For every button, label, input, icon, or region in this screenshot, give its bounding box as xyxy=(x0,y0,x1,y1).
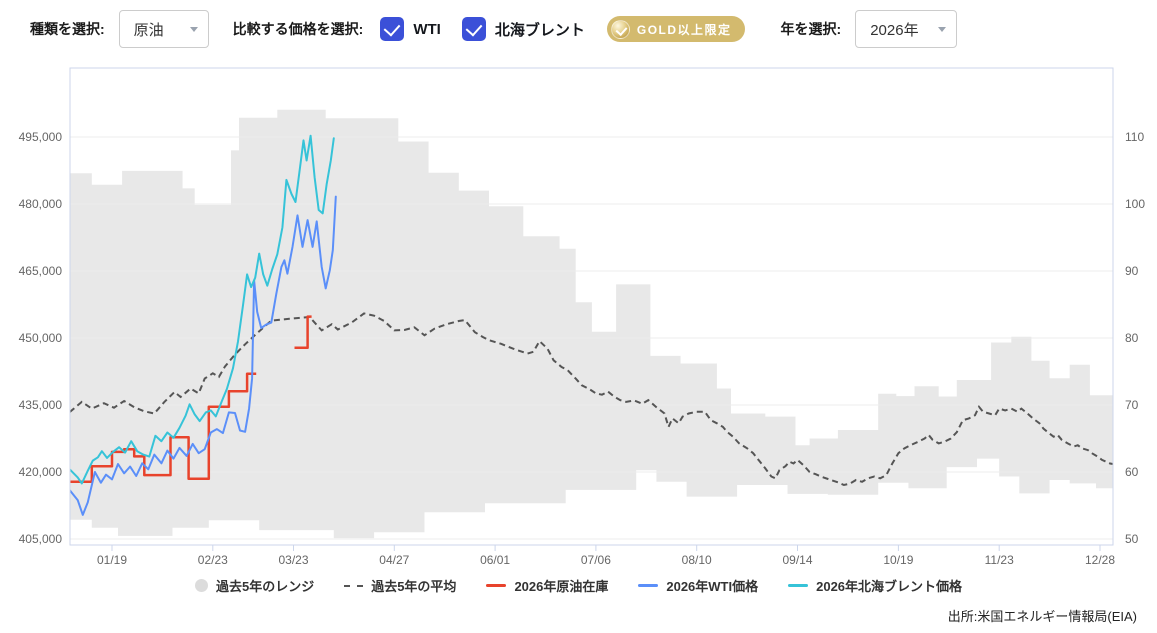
x-tick-label: 03/23 xyxy=(278,553,308,567)
x-tick-label: 10/19 xyxy=(883,553,913,567)
gold-coin-icon xyxy=(610,19,630,39)
year-select[interactable]: 2026年 xyxy=(855,10,958,48)
wti-checkbox[interactable]: WTI xyxy=(380,17,441,41)
y-right-tick-label: 90 xyxy=(1125,264,1139,278)
legend-item-wti[interactable]: 2026年WTI価格 xyxy=(638,576,758,595)
brent-2026-line xyxy=(70,134,335,485)
y-left-tick-label: 450,000 xyxy=(19,331,63,345)
y-left-tick-label: 480,000 xyxy=(19,197,63,211)
type-select[interactable]: 原油 xyxy=(118,10,209,48)
legend-item-range[interactable]: 過去5年のレンジ xyxy=(194,576,314,595)
blue-line-swatch-icon xyxy=(638,584,659,587)
y-left-tick-label: 435,000 xyxy=(19,398,63,412)
wti-checkbox-label: WTI xyxy=(413,20,441,38)
y-left-tick-label: 465,000 xyxy=(19,264,63,278)
brent-checkbox-label: 北海ブレント xyxy=(494,21,585,39)
brent-checkbox[interactable]: 北海ブレント xyxy=(461,17,585,41)
dashed-line-swatch-icon xyxy=(344,584,364,587)
wti-2026-line xyxy=(70,195,337,516)
y-right-tick-label: 70 xyxy=(1125,398,1139,412)
x-tick-label: 04/27 xyxy=(379,553,409,567)
chevron-down-icon xyxy=(938,26,947,32)
chevron-down-icon xyxy=(189,26,198,32)
legend-item-average[interactable]: 過去5年の平均 xyxy=(344,576,456,595)
y-right-tick-label: 110 xyxy=(1125,130,1144,144)
y-left-tick-label: 495,000 xyxy=(19,130,63,144)
gold-member-badge: GOLD以上限定 xyxy=(606,16,745,42)
plot-border xyxy=(69,67,1114,546)
x-tick-label: 09/14 xyxy=(782,553,812,567)
toolbar: 種類を選択: 原油 比較する価格を選択: WTI 北海ブレント GOLD以上限定… xyxy=(0,0,1157,58)
checkbox-checked-icon xyxy=(380,17,405,41)
year-select-label: 年を選択: xyxy=(780,21,842,37)
range-swatch-icon xyxy=(194,579,208,592)
cyan-line-swatch-icon xyxy=(788,584,809,587)
x-tick-label: 11/23 xyxy=(985,553,1014,567)
y-left-tick-label: 405,000 xyxy=(19,532,63,546)
year-select-value: 2026年 xyxy=(870,21,919,39)
x-tick-label: 02/23 xyxy=(198,553,228,567)
type-select-label: 種類を選択: xyxy=(30,21,105,37)
legend-item-inventory[interactable]: 2026年原油在庫 xyxy=(486,576,608,595)
compare-label: 比較する価格を選択: xyxy=(232,21,364,37)
checkbox-checked-icon xyxy=(461,17,486,41)
x-tick-label: 08/10 xyxy=(682,553,712,567)
x-tick-label: 07/06 xyxy=(581,553,611,567)
legend-item-brent[interactable]: 2026年北海ブレント価格 xyxy=(788,576,962,595)
y-right-tick-label: 100 xyxy=(1125,197,1145,211)
y-right-tick-label: 80 xyxy=(1125,331,1139,345)
five-year-average-line xyxy=(70,312,1113,487)
x-tick-label: 12/28 xyxy=(1085,553,1115,567)
inventory-2026-line xyxy=(294,315,312,350)
gold-badge-label: GOLD以上限定 xyxy=(636,22,732,37)
red-line-swatch-icon xyxy=(486,584,507,587)
x-tick-label: 06/01 xyxy=(480,553,510,567)
y-right-tick-label: 50 xyxy=(1125,532,1139,546)
five-year-range-band xyxy=(70,109,1113,539)
type-select-value: 原油 xyxy=(133,21,164,39)
data-source-note: 出所:米国エネルギー情報局(EIA) xyxy=(947,609,1137,624)
y-right-tick-label: 60 xyxy=(1125,465,1139,479)
inventory-2026-line xyxy=(70,372,257,484)
x-tick-label: 01/19 xyxy=(97,553,127,567)
chart-legend: 過去5年のレンジ 過去5年の平均 2026年原油在庫 2026年WTI価格 20… xyxy=(0,576,1157,595)
y-left-tick-label: 420,000 xyxy=(19,465,63,479)
